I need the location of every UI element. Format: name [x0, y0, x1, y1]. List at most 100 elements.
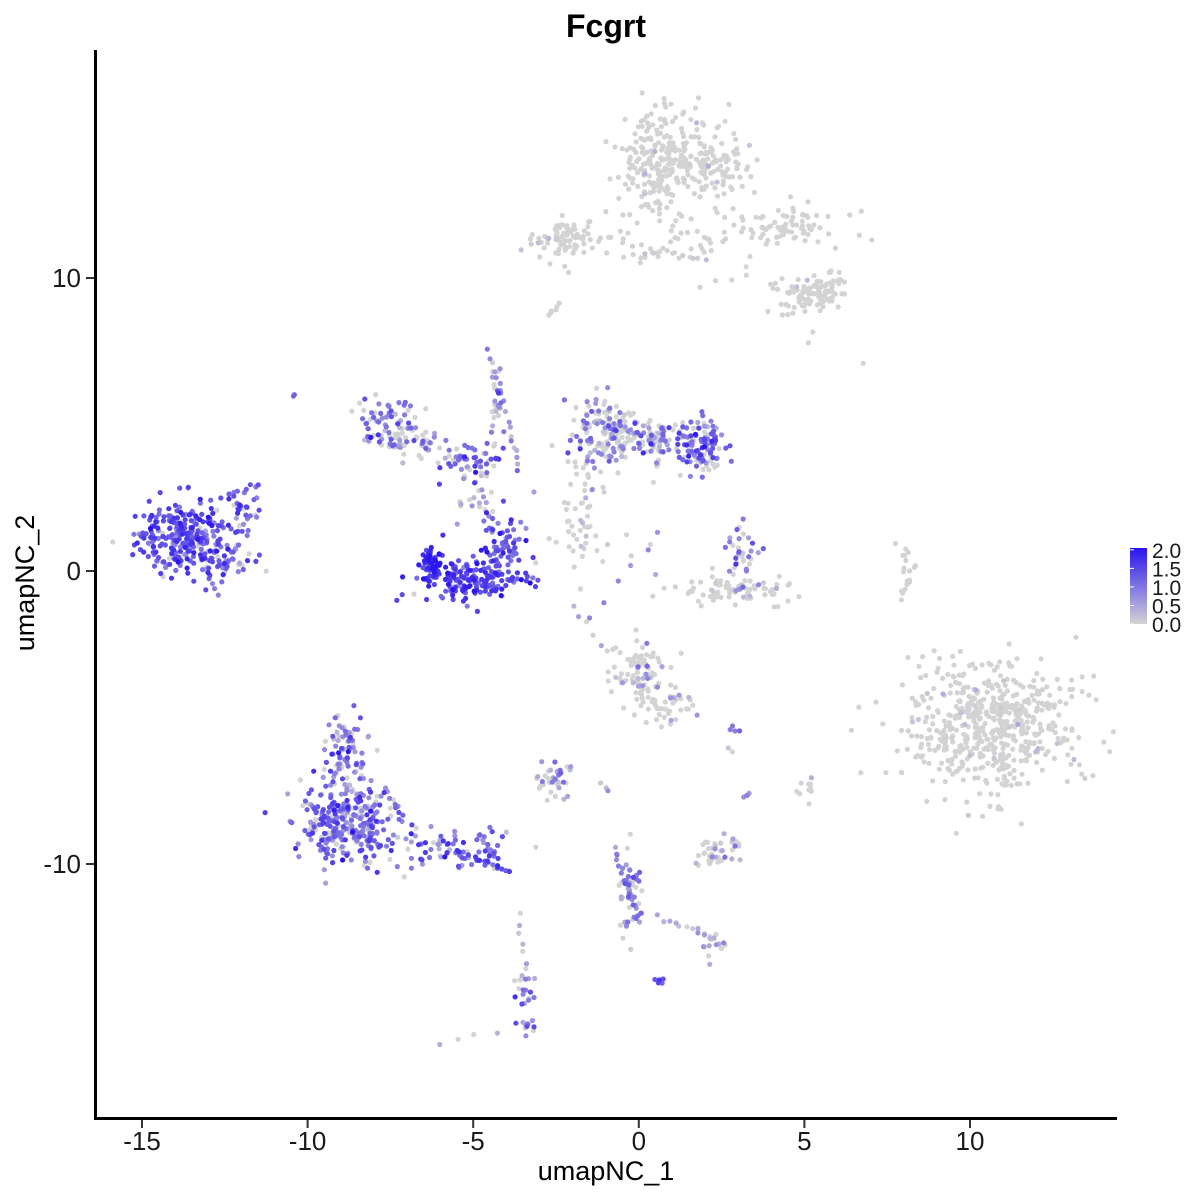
cell-point: [972, 766, 978, 772]
cell-point: [625, 428, 631, 434]
cell-point: [544, 797, 550, 803]
cell-point: [656, 140, 662, 146]
cell-point: [695, 930, 701, 936]
cell-point: [636, 440, 642, 446]
cell-point: [539, 759, 545, 765]
cell-point: [981, 746, 987, 752]
cell-point: [516, 557, 522, 563]
cell-point: [178, 509, 184, 515]
cell-point: [350, 829, 356, 835]
cell-point: [635, 183, 641, 189]
cell-point: [470, 553, 476, 559]
cell-point: [841, 279, 847, 285]
cell-point: [790, 310, 796, 316]
cell-point: [806, 787, 812, 793]
cell-point: [209, 581, 216, 587]
cell-point: [514, 447, 520, 453]
cell-point: [992, 745, 998, 751]
cell-point: [977, 715, 984, 721]
cell-point: [583, 495, 589, 501]
cell-point: [994, 776, 1001, 782]
cell-point: [684, 167, 691, 174]
cell-point: [763, 241, 769, 247]
cell-point: [615, 863, 622, 869]
cell-point: [902, 552, 908, 559]
cell-point: [531, 1024, 537, 1030]
cell-point: [344, 755, 350, 761]
cell-point: [667, 918, 673, 924]
cell-point: [354, 838, 360, 844]
cell-point: [906, 568, 913, 574]
cell-point: [528, 241, 534, 247]
cell-point: [613, 414, 619, 420]
cell-point: [435, 460, 441, 466]
cell-point: [376, 401, 382, 407]
cell-point: [361, 437, 368, 443]
cell-point: [481, 518, 487, 524]
cell-point: [657, 249, 663, 255]
cell-point: [746, 142, 753, 148]
cell-point: [585, 224, 591, 230]
cell-point: [255, 482, 261, 488]
cell-point: [975, 729, 981, 735]
cell-point: [648, 111, 654, 117]
cell-point: [746, 535, 752, 541]
cell-point: [1006, 641, 1012, 647]
cell-point: [817, 308, 823, 314]
cell-point: [983, 777, 989, 784]
cell-point: [943, 734, 950, 741]
cell-point: [652, 702, 658, 708]
cell-point: [714, 193, 721, 199]
cell-point: [691, 191, 698, 197]
cell-point: [501, 429, 507, 435]
cell-point: [904, 746, 911, 752]
cell-point: [586, 424, 593, 430]
cell-point: [388, 436, 394, 442]
cell-point: [362, 858, 368, 865]
cell-point: [716, 446, 722, 452]
cell-point: [387, 795, 393, 802]
cell-point: [694, 712, 700, 718]
cell-point: [922, 719, 928, 725]
cell-point: [455, 863, 462, 869]
cell-point: [969, 661, 976, 667]
cell-point: [630, 180, 636, 186]
cell-point: [215, 563, 221, 569]
cell-point: [561, 499, 568, 506]
cell-point: [637, 869, 643, 875]
cell-point: [141, 535, 147, 541]
cell-point: [980, 724, 986, 731]
cell-point: [716, 123, 722, 130]
cell-point: [873, 699, 879, 705]
cell-point: [571, 603, 577, 609]
cell-point: [625, 874, 632, 880]
cell-point: [436, 551, 442, 557]
cell-point: [661, 134, 668, 140]
cell-point: [374, 793, 380, 799]
cell-point: [587, 615, 593, 621]
cell-point: [253, 558, 259, 565]
cell-point: [483, 509, 490, 516]
cell-point: [593, 396, 599, 403]
cell-point: [251, 497, 257, 503]
cell-point: [791, 304, 797, 311]
cell-point: [386, 403, 392, 409]
cell-point: [524, 1023, 530, 1029]
cell-point: [574, 232, 580, 238]
cell-point: [959, 705, 965, 712]
cell-point: [935, 708, 941, 714]
cell-point: [1037, 721, 1043, 727]
cell-point: [954, 768, 960, 774]
cell-point: [302, 827, 308, 834]
cell-point: [1019, 722, 1026, 729]
cell-point: [507, 424, 513, 430]
cell-point: [782, 224, 788, 230]
cell-point: [623, 923, 630, 929]
cell-point: [1110, 729, 1116, 735]
cell-point: [773, 585, 780, 592]
x-axis-title: umapNC_1: [538, 1156, 675, 1186]
cell-point: [1093, 697, 1099, 703]
cell-point: [514, 570, 521, 576]
cell-point: [645, 160, 651, 166]
chart-title: Fcgrt: [566, 8, 646, 44]
